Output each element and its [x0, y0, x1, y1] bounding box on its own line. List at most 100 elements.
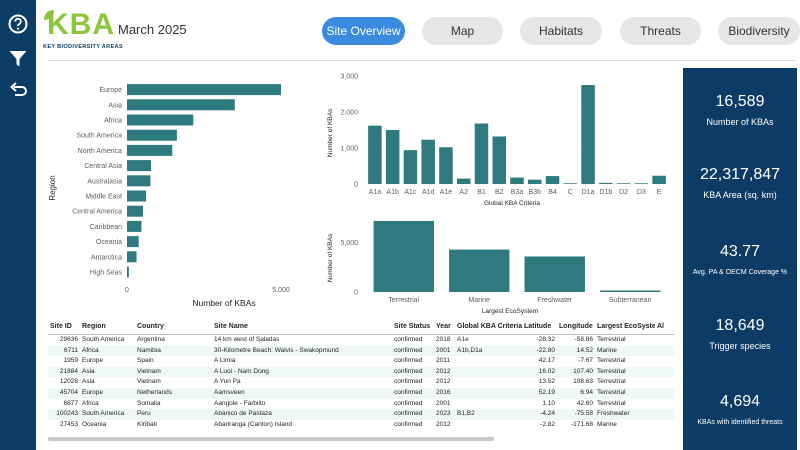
column-header[interactable]: Country [137, 323, 164, 330]
column-header[interactable]: Region [82, 323, 106, 330]
table-horizontal-scrollbar[interactable] [48, 437, 494, 441]
table-cell: A Limia [214, 357, 236, 365]
tab-site-overview[interactable]: Site Overview [322, 17, 405, 45]
criteria-bar [528, 179, 542, 184]
criteria-bar [616, 183, 631, 184]
table-cell: -4.24 [522, 409, 557, 420]
table-cell: Aamsveen [212, 387, 392, 399]
column-header[interactable]: Largest EcoSystem [597, 323, 655, 330]
criteria-x-tick: A2 [459, 189, 468, 196]
table-cell: Asia [82, 378, 95, 386]
table-cell: Oceania [82, 420, 107, 428]
table-row[interactable]: 6877 Africa Somalia Aangole - Farbiito confi… [48, 399, 674, 410]
kpi-value: 4,694 [719, 393, 761, 410]
table-cell: 30-Kilometre Beach: Walvis - Swakopmund [212, 345, 392, 357]
table-cell: 2023 [434, 409, 455, 420]
table-cell: confirmed [392, 366, 434, 378]
tab-habitats[interactable]: Habitats [520, 17, 602, 45]
kba-logo: KBA KEY BIODIVERSITY AREAS [40, 6, 123, 52]
tab-map[interactable]: Map [422, 17, 503, 45]
column-header[interactable]: Site ID [50, 323, 72, 330]
region-bar [127, 160, 152, 172]
column-header[interactable]: Longitude [559, 323, 593, 330]
column-header[interactable]: Al [657, 323, 664, 330]
table-row[interactable]: 27453 Oceania Kiribati Abariranga (Canton) … [48, 420, 674, 431]
criteria-x-tick: B3a [511, 189, 524, 196]
table-cell: confirmed [392, 387, 434, 399]
table-cell: Abanico de Pastaza [212, 409, 392, 420]
table-cell [655, 356, 674, 367]
criteria-bar [403, 150, 418, 184]
table-row[interactable]: 1959 Europe Spain A Limia confirmed 2011 42.17… [48, 356, 674, 367]
table-cell: Spain [137, 357, 154, 365]
criteria-bar [385, 130, 400, 184]
report-date: March 2025 [118, 22, 187, 37]
table-cell: Marine [595, 345, 655, 357]
table-cell: Vietnam [137, 378, 161, 386]
table-cell: 6711 [48, 345, 80, 357]
table-row[interactable]: 100243 South America Peru Abanico de Pastaz… [48, 409, 674, 420]
ecosystem-x-tick: Terrestrial [388, 297, 419, 304]
table-cell: Terrestrial [597, 399, 626, 407]
table-row[interactable]: 21884 Asia Vietnam A Luoi - Nam Dong confirm… [48, 366, 674, 378]
ecosystem-x-tick: Marine [469, 297, 491, 304]
column-header[interactable]: Global KBA Criteria [457, 323, 522, 330]
table-cell: Abariranga (Canton) Island [214, 420, 293, 428]
column-header[interactable]: Site Name [214, 323, 248, 330]
column-header[interactable]: Site Status [394, 323, 431, 330]
region-category-label: Asia [108, 102, 122, 109]
table-row[interactable]: 12028 Asia Vietnam A Yun Pa confirmed 2012 13.… [48, 377, 674, 388]
table-cell: Africa [80, 345, 135, 357]
table-cell: -58.86 [574, 336, 593, 343]
left-rail [0, 0, 36, 450]
sites-table[interactable]: Site ID Region Country Site Name Site St… [48, 321, 674, 441]
table-cell [655, 335, 674, 346]
table-cell: 2016 [434, 387, 455, 399]
kpi-pa-coverage: 43.77 Avg. PA & OECM Coverage % [683, 242, 797, 278]
tab-biodiversity[interactable]: Biodiversity [718, 17, 800, 45]
ecosystem-x-tick: Freshwater [537, 297, 573, 304]
table-cell: Terrestrial [597, 378, 626, 386]
tab-threats[interactable]: Threats [620, 17, 701, 45]
kpi-value: 16,589 [715, 93, 765, 110]
tab-label: Biodiversity [728, 24, 790, 38]
table-cell [655, 366, 674, 378]
criteria-y-axis-label: Number of KBAs [327, 108, 334, 157]
tab-label: Map [450, 24, 475, 38]
table-row[interactable]: 45704 Europe Netherlands Aamsveen confirmed 2… [48, 387, 674, 399]
region-chart-svg: Region Number of KBAs 0 5,000 Europe Asia… [48, 84, 290, 308]
table-row[interactable]: 29636 South America Argentina 14 km west of… [48, 335, 674, 346]
region-category-label: Africa [104, 118, 122, 125]
region-category-label: Oceania [96, 239, 122, 246]
table-cell: Terrestrial [595, 387, 655, 399]
criteria-x-tick: B1 [477, 189, 486, 196]
criteria-chart: Number of KBAs Global KBA Criteria 0 1,00… [322, 68, 674, 213]
kpi-number-of-kbas: 16,589 Number of KBAs [683, 92, 797, 128]
ecosystem-y-tick: 0 [354, 290, 358, 297]
filter-icon[interactable] [4, 45, 32, 73]
tab-label: Habitats [538, 24, 584, 38]
region-bar [127, 205, 144, 217]
table-cell: Vietnam [135, 366, 212, 378]
undo-icon[interactable] [4, 76, 32, 104]
table-cell: Africa [82, 399, 99, 407]
criteria-x-tick: D2 [619, 189, 628, 196]
table-cell: 2012 [436, 420, 451, 428]
criteria-bar [492, 136, 506, 184]
column-header[interactable]: Latitude [524, 323, 552, 330]
leaf-icon [44, 10, 54, 20]
table-cell: Peru [135, 409, 212, 420]
column-header[interactable]: Year [436, 323, 451, 330]
table-cell: 29636 [59, 336, 78, 343]
criteria-x-tick: A1e [440, 189, 453, 196]
kpi-panel: 16,589 Number of KBAs 22,317,847 KBA Are… [683, 68, 797, 450]
table-row[interactable]: 6711 Africa Namibia 30-Kilometre Beach: Wal… [48, 345, 674, 357]
criteria-x-axis-label: Global KBA Criteria [484, 200, 540, 207]
region-category-label: High Seas [90, 270, 123, 277]
table-cell: 107.40 [557, 366, 595, 378]
help-icon[interactable] [4, 10, 32, 38]
table-cell [455, 387, 522, 399]
table-cell: 42.60 [576, 399, 593, 407]
table-cell: 27453 [59, 420, 78, 428]
table-cell: 100243 [48, 409, 80, 420]
